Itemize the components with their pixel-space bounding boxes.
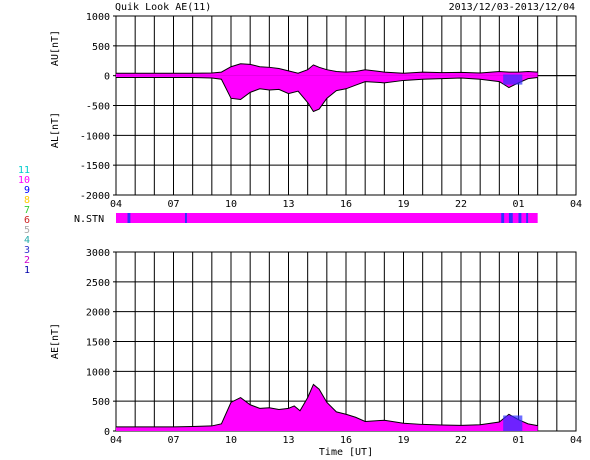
aual-x-tick-label: 04 xyxy=(110,199,122,210)
station-legend-number: 5 xyxy=(24,225,30,236)
al-line xyxy=(116,76,538,113)
station-legend-number: 7 xyxy=(24,205,30,216)
aual-y-tick-label: 500 xyxy=(92,42,110,53)
station-legend-number: 8 xyxy=(24,195,30,206)
aual-x-tick-label: 07 xyxy=(167,199,179,210)
aual-x-tick-label: 01 xyxy=(512,199,524,210)
station-bar-segment xyxy=(508,213,513,223)
ae-x-tick-label: 16 xyxy=(340,435,352,446)
ae-y-tick-label: 1500 xyxy=(86,338,110,349)
ae-x-tick-label: 04 xyxy=(570,435,582,446)
date-range: 2013/12/03-2013/12/04 xyxy=(449,2,575,13)
station-legend-number: 6 xyxy=(24,215,30,226)
aual-y-tick-label: -500 xyxy=(86,102,110,113)
au-line xyxy=(116,63,538,74)
ae-line xyxy=(116,383,538,428)
ae-y-tick-label: 2500 xyxy=(86,278,110,289)
plot-title: Quik Look AE(11) xyxy=(115,2,211,13)
aual-x-tick-label: 16 xyxy=(340,199,352,210)
ae-x-tick-label: 19 xyxy=(397,435,409,446)
station-bar-segment xyxy=(501,213,505,223)
aual-x-tick-label: 04 xyxy=(570,199,582,210)
station-legend-number: 9 xyxy=(24,185,30,196)
aual-y-tick-label: -2000 xyxy=(80,191,110,202)
ae-x-tick-label: 01 xyxy=(512,435,524,446)
station-legend-number: 1 xyxy=(24,265,30,276)
ae-y-tick-label: 1000 xyxy=(86,367,110,378)
ae-y-tick-label: 3000 xyxy=(86,248,110,259)
station-legend-number: 3 xyxy=(24,245,30,256)
ae-axis-label: AE[nT] xyxy=(50,323,61,359)
al-area xyxy=(116,75,538,112)
ae-blue-segment xyxy=(503,415,523,431)
ae-x-tick-label: 22 xyxy=(455,435,467,446)
aual-y-tick-label: -1500 xyxy=(80,161,110,172)
ae-y-tick-label: 500 xyxy=(92,397,110,408)
aual-x-tick-label: 10 xyxy=(225,199,237,210)
station-bar-segment xyxy=(127,213,131,223)
station-bar-segment xyxy=(526,213,529,223)
aual-x-tick-label: 13 xyxy=(282,199,294,210)
station-legend-number: 2 xyxy=(24,255,30,266)
ae-y-tick-label: 2000 xyxy=(86,308,110,319)
ae-x-tick-label: 10 xyxy=(225,435,237,446)
station-legend-number: 10 xyxy=(18,175,30,186)
station-legend-number: 4 xyxy=(24,235,30,246)
ae-x-tick-label: 07 xyxy=(167,435,179,446)
aual-x-tick-label: 22 xyxy=(455,199,467,210)
station-bar-fill xyxy=(116,213,538,223)
au-al-blue-segment xyxy=(503,74,523,85)
time-axis-label: Time [UT] xyxy=(319,447,373,458)
ae-x-tick-label: 04 xyxy=(110,435,122,446)
ae-x-tick-label: 13 xyxy=(282,435,294,446)
station-bar-label: N.STN xyxy=(74,214,104,225)
aual-y-tick-label: 1000 xyxy=(86,12,110,23)
station-count-bar: N.STN xyxy=(74,213,538,225)
aual-x-tick-label: 19 xyxy=(397,199,409,210)
station-legend-number: 11 xyxy=(18,165,30,176)
station-bar-segment xyxy=(518,213,522,223)
aual-y-tick-label: 0 xyxy=(104,72,110,83)
ae-y-tick-label: 0 xyxy=(104,427,110,438)
station-bar-segment xyxy=(185,213,187,223)
au-axis-label: AU[nT] xyxy=(50,30,61,66)
al-axis-label: AL[nT] xyxy=(50,112,61,148)
aual-y-tick-label: -1000 xyxy=(80,131,110,142)
ae-area xyxy=(116,384,538,431)
